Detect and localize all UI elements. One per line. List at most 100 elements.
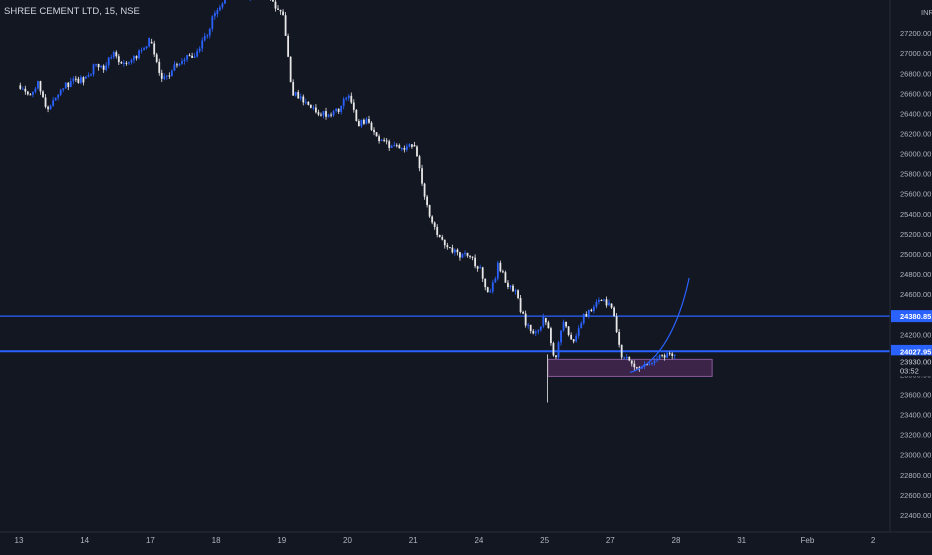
candle-body: [421, 168, 423, 184]
candle-body: [436, 226, 439, 235]
candle-body: [90, 74, 92, 76]
candle-body: [188, 55, 191, 57]
y-tick-label: 23600.00: [900, 391, 931, 400]
candle-body: [135, 56, 138, 59]
candle-body: [165, 75, 168, 77]
y-tick-label: 25000.00: [900, 250, 931, 259]
candle-body: [330, 114, 332, 116]
candle-body: [67, 82, 70, 88]
candle-body: [145, 46, 148, 49]
candle-body: [57, 94, 60, 98]
candle-body: [524, 313, 527, 326]
candle-body: [355, 109, 358, 122]
candle-body: [544, 318, 547, 323]
candle-body: [102, 65, 105, 70]
projection-curve[interactable]: [629, 277, 690, 373]
y-tick-label: 23200.00: [900, 431, 931, 440]
candle-body: [625, 356, 628, 358]
candle-body: [176, 64, 178, 66]
candle-body: [405, 146, 408, 150]
candle-body: [403, 148, 406, 150]
candle-body: [193, 56, 196, 58]
candle-body: [26, 91, 29, 95]
candle-body: [542, 316, 545, 327]
candle-body: [221, 3, 224, 8]
candle-body: [608, 302, 610, 306]
candle-body: [522, 311, 525, 314]
candle-body: [486, 287, 489, 293]
candle-body: [375, 132, 378, 137]
candle-body: [476, 266, 479, 269]
candle-body: [203, 36, 206, 41]
candle-body: [441, 237, 444, 240]
candle-body: [317, 112, 320, 115]
candle-body: [105, 65, 108, 70]
candle-body: [388, 141, 391, 148]
candle-body: [400, 148, 403, 150]
x-tick-label: 13: [15, 536, 24, 545]
candle-body: [69, 81, 72, 88]
candle-body: [433, 222, 436, 227]
candle-body: [133, 56, 135, 60]
support-zone[interactable]: [547, 358, 713, 377]
x-tick-label: 27: [606, 536, 615, 545]
y-tick-label: 25600.00: [900, 190, 931, 199]
candle-body: [363, 119, 365, 124]
candle-body: [656, 358, 658, 361]
candle-body: [418, 156, 421, 169]
candle-body: [155, 54, 158, 62]
candle-body: [426, 196, 428, 206]
candle-body: [80, 77, 82, 83]
candle-body: [120, 62, 123, 64]
candle-body: [107, 57, 110, 66]
candle-body: [148, 37, 151, 47]
candle-body: [163, 76, 166, 79]
y-tick-label: 23000.00: [900, 451, 931, 460]
candle-body: [512, 285, 514, 292]
candle-body: [552, 343, 555, 356]
candle-body: [562, 321, 565, 331]
y-tick-label: 25200.00: [900, 230, 931, 239]
price-tag-background: [891, 364, 932, 377]
candle-body: [140, 50, 143, 52]
candle-body: [128, 62, 130, 64]
candle-body: [299, 96, 302, 99]
candle-body: [502, 271, 504, 273]
y-tick-label: 22800.00: [900, 471, 931, 480]
x-tick-label: 18: [212, 536, 221, 545]
candle-body: [499, 262, 502, 272]
price-axis-tag: 23930.00: [891, 355, 932, 368]
candle-body: [206, 35, 209, 37]
candle-body: [34, 88, 37, 92]
price-axis-tag: 03:52: [891, 364, 932, 377]
candle-body: [309, 104, 312, 108]
x-tick-label: 28: [672, 536, 681, 545]
price-tag-label: 24380.85: [900, 312, 931, 321]
candle-body: [74, 78, 77, 80]
candle-body: [373, 129, 375, 133]
candle-body: [484, 278, 487, 288]
candle-body: [365, 119, 368, 124]
candle-body: [287, 35, 290, 57]
candle-body: [122, 62, 125, 64]
candle-body: [577, 328, 580, 336]
candle-body: [297, 92, 300, 99]
candle-body: [491, 282, 494, 292]
candle-body: [598, 299, 600, 302]
candle-body: [438, 234, 441, 238]
candle-body: [337, 108, 340, 112]
candle-body: [603, 299, 605, 301]
candle-body: [416, 146, 418, 157]
candle-body: [459, 252, 461, 258]
candle-body: [39, 81, 42, 92]
candle-body: [201, 40, 204, 49]
x-tick-label: 24: [474, 536, 483, 545]
candle-body: [592, 306, 595, 312]
candle-body: [29, 94, 32, 96]
candle-body: [350, 95, 353, 103]
candle-body: [42, 91, 44, 98]
candle-body: [52, 100, 55, 106]
candle-body: [567, 326, 570, 335]
